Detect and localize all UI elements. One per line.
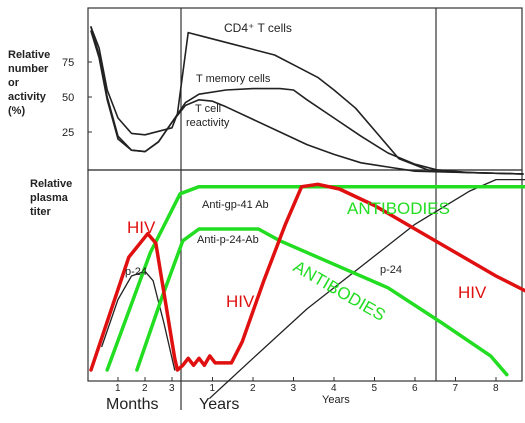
- bottom-ylabel-line: plasma: [30, 192, 69, 204]
- bottom-series-line-0: [89, 182, 525, 372]
- series-label-anti-p24: Anti-p-24-Ab: [197, 234, 259, 246]
- series-label-line: reactivity: [186, 117, 230, 129]
- xtick-month-2-label: 2: [142, 383, 148, 394]
- top-series-group: [90, 26, 524, 175]
- top-series-line-2: [90, 30, 524, 175]
- xtick-year-4-label: 4: [331, 383, 337, 394]
- xtick-year-5-label: 5: [372, 383, 378, 394]
- series-label-t-memory: T memory cells: [196, 73, 271, 85]
- top-series-line-1: [90, 26, 524, 175]
- period-label-months: Months: [106, 396, 158, 413]
- bottom-series-line-3: [105, 184, 525, 372]
- xtick-month-1-label: 1: [115, 383, 121, 394]
- series-label-line: T cell: [195, 103, 221, 115]
- top-ylabel-line: (%): [8, 105, 25, 117]
- x-axis-label-years-small: Years: [322, 394, 350, 406]
- series-label-p24-late: p-24: [380, 264, 402, 276]
- bottom-ylabel: Relative plasma titer: [30, 178, 75, 218]
- x-axis-ticks: 123123456789: [115, 377, 499, 394]
- series-label-t-reactivity: T cell reactivity: [186, 103, 230, 129]
- xtick-year-2-label: 2: [250, 383, 256, 394]
- xtick-year-3-label: 3: [291, 383, 297, 394]
- period-label-years: Years: [199, 396, 239, 413]
- top-ylabel-line: number: [8, 63, 49, 75]
- bottom-series-group: [89, 178, 525, 399]
- top-series-line-0: [90, 26, 524, 175]
- annotation-hiv-middle: HIV: [226, 292, 255, 311]
- top-ylabel-line: Relative: [8, 49, 50, 61]
- series-label-hiv-acute: HIV: [127, 218, 156, 237]
- bottom-panel-frame: [87, 169, 523, 382]
- bottom-ylabel-line: Relative: [30, 178, 72, 190]
- ytick-50: 50: [62, 92, 74, 104]
- top-ylabel: Relative number or activity (%): [8, 49, 53, 117]
- ytick-75: 75: [62, 57, 74, 69]
- series-label-p24-acute: p-24: [125, 266, 147, 278]
- ytick-25: 25: [62, 127, 74, 139]
- bottom-series-line-2: [209, 178, 525, 399]
- xtick-year-1-label: 1: [210, 383, 216, 394]
- top-ylabel-line: activity: [8, 91, 47, 103]
- top-ylabel-line: or: [8, 77, 20, 89]
- annotation-antibodies-top: ANTIBODIES: [347, 199, 450, 218]
- xtick-year-8-label: 8: [493, 383, 499, 394]
- bottom-ylabel-line: titer: [30, 206, 52, 218]
- xtick-year-6-label: 6: [412, 383, 418, 394]
- series-label-cd4: CD4⁺ T cells: [224, 21, 292, 35]
- xtick-year-7-label: 7: [453, 383, 459, 394]
- series-label-anti-gp41: Anti-gp-41 Ab: [202, 199, 269, 211]
- xtick-month-3-label: 3: [169, 383, 175, 394]
- annotation-hiv-right: HIV: [458, 283, 487, 302]
